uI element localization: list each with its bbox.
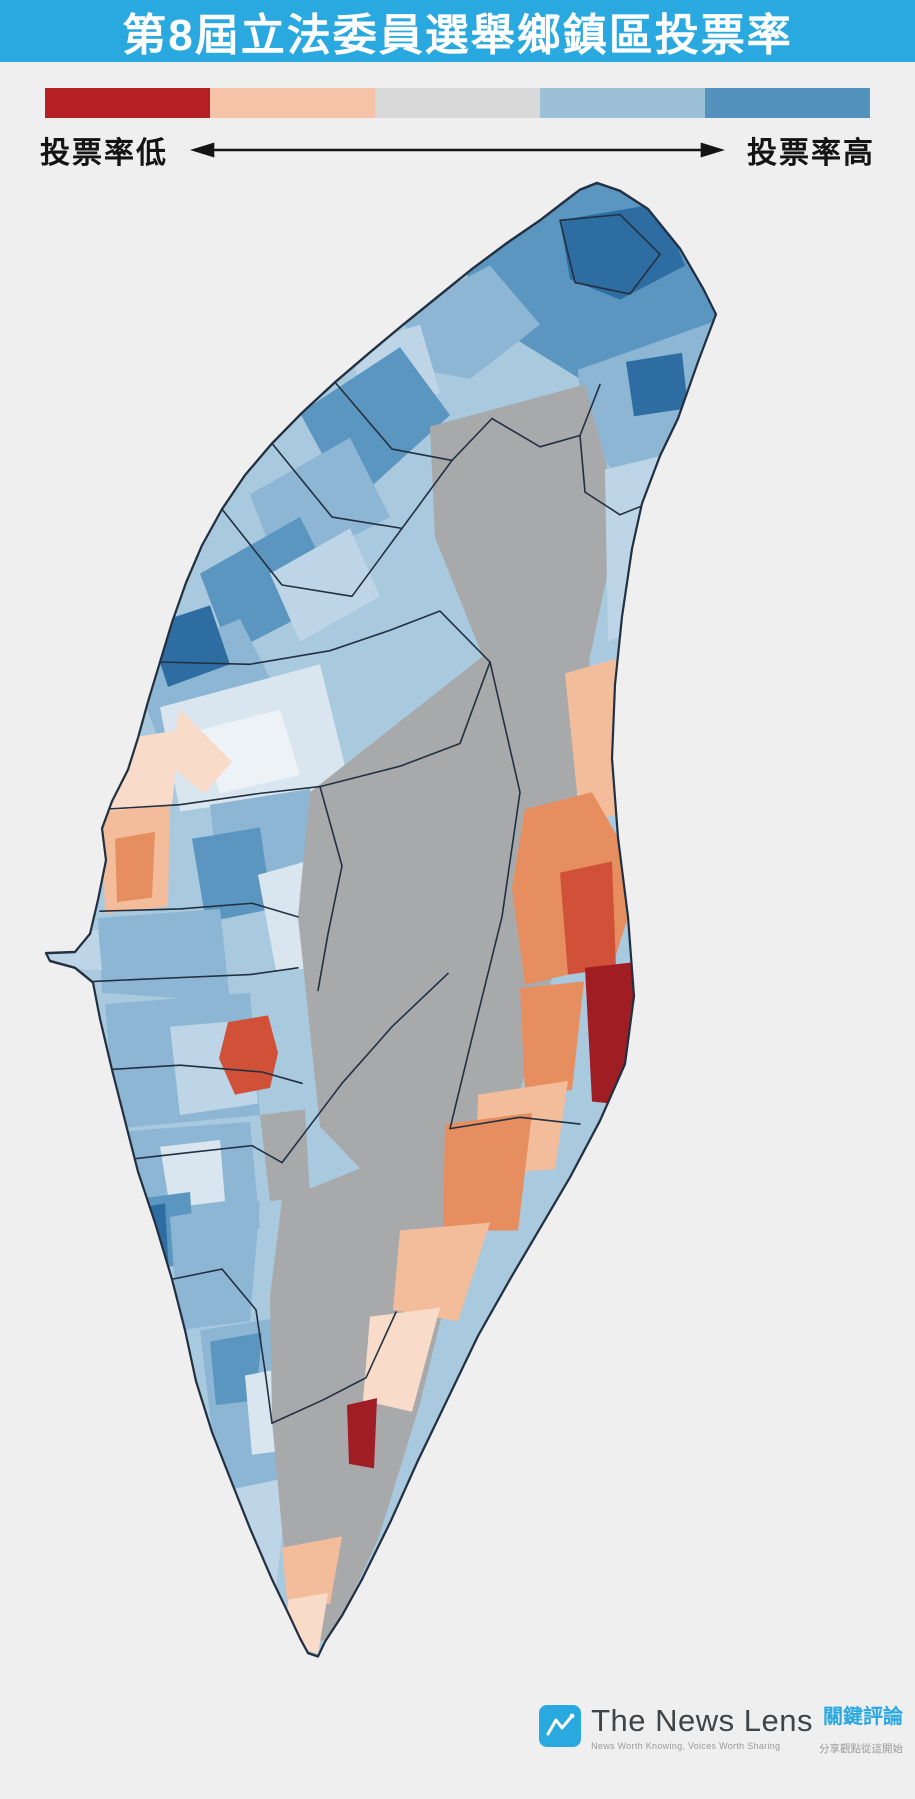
legend-segment-highest [705, 88, 870, 118]
county-border [172, 1269, 272, 1423]
county-borders [94, 215, 662, 1423]
map-region [585, 962, 635, 1106]
county-border [492, 385, 600, 447]
county-border [100, 903, 298, 917]
county-border [318, 787, 342, 991]
map-region [560, 861, 616, 975]
brand-tagline-zh: 分享觀點從這開始 [819, 1743, 903, 1755]
page-title: 第8屆立法委員選舉鄉鎮區投票率 [122, 11, 793, 60]
brand-tagline-en: News Worth Knowing, Voices Worth Sharing [591, 1741, 781, 1751]
county-border [282, 973, 448, 1162]
county-border [272, 1312, 396, 1423]
county-border [560, 215, 660, 294]
county-border [450, 1117, 580, 1128]
county-border [120, 1146, 282, 1163]
map-region [219, 1015, 278, 1095]
county-border [94, 968, 298, 982]
taiwan-choropleth-map [20, 175, 730, 1670]
taiwan-map-svg [44, 181, 718, 1658]
map-region [347, 1398, 377, 1469]
county-border [320, 662, 490, 787]
legend-segment-lowest [45, 88, 210, 118]
map-region [46, 929, 102, 971]
county-border [104, 787, 320, 810]
county-border [160, 611, 490, 664]
brand-text-block: The News Lens 關鍵評論 News Worth Knowing, V… [591, 1705, 903, 1756]
map-region [270, 528, 380, 642]
county-border [106, 1065, 302, 1083]
map-region [560, 203, 685, 300]
news-lens-logo-icon [539, 1705, 582, 1747]
county-border [222, 509, 402, 596]
map-region [605, 452, 675, 642]
map-region-no-data [260, 1109, 310, 1202]
map-region [115, 831, 155, 903]
map-region [160, 1139, 225, 1208]
map-region [363, 1307, 440, 1412]
legend-segment-mid [375, 88, 540, 118]
map-region [170, 1201, 260, 1331]
county-border [272, 443, 452, 528]
legend-labels: 投票率低 投票率高 [40, 130, 875, 170]
map-region [200, 517, 340, 653]
legend-segment-low [210, 88, 375, 118]
map-region [192, 827, 272, 923]
legend-label-high: 投票率高 [747, 137, 875, 170]
double-arrow-icon [190, 142, 725, 158]
map-region [115, 1203, 172, 1331]
map-region [168, 709, 232, 794]
map-region-no-data [298, 650, 590, 1268]
map-region [393, 1222, 490, 1322]
header: 第8屆立法委員選舉鄉鎮區投票率 [0, 0, 915, 62]
map-region [104, 729, 180, 812]
brand-taglines: News Worth Knowing, Voices Worth Sharing… [591, 1741, 903, 1756]
map-regions [46, 182, 716, 1657]
map-region [443, 1112, 532, 1231]
map-region [626, 352, 688, 417]
brand-name: The News Lens [591, 1703, 813, 1738]
legend-label-low: 投票率低 [40, 137, 168, 170]
footer-brand: The News Lens 關鍵評論 News Worth Knowing, V… [539, 1705, 903, 1756]
map-region [282, 1536, 342, 1605]
county-border [450, 662, 520, 1129]
county-border [335, 382, 492, 460]
brand-names: The News Lens 關鍵評論 [591, 1705, 903, 1736]
map-region [98, 908, 230, 1002]
map-region [200, 709, 300, 794]
map-region [520, 981, 584, 1095]
legend-colorbar [45, 88, 870, 118]
brand-name-zh: 關鍵評論 [823, 1706, 903, 1728]
map-region-no-data [430, 384, 620, 663]
legend-segment-high [540, 88, 705, 118]
